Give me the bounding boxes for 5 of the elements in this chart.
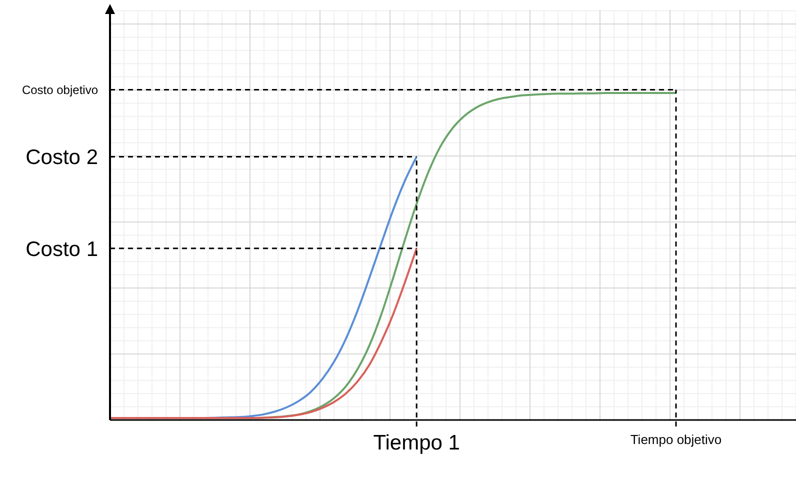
ref-line-label: Costo 1 <box>26 238 98 261</box>
text: Tiempo objetivo <box>630 432 722 447</box>
ref-line-label: Costo objetivo <box>22 82 98 97</box>
text: Tiempo 1 <box>373 431 460 454</box>
ref-line-label: Costo 2 <box>26 146 98 170</box>
